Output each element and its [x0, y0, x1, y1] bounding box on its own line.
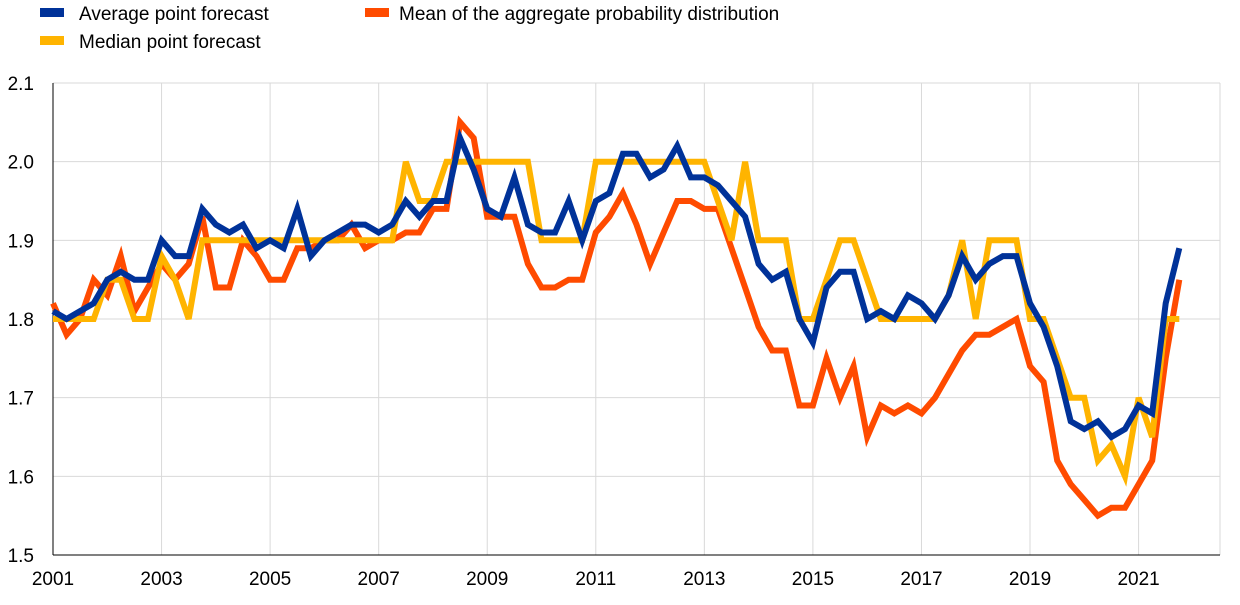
- y-tick-label: 1.7: [8, 389, 34, 410]
- legend-swatch-mean-aggregate-distribution: [365, 8, 389, 17]
- series-line-median-point-forecast: [53, 158, 1180, 487]
- x-tick-label: 2007: [358, 569, 400, 590]
- x-tick-label: 2017: [900, 569, 942, 590]
- legend-swatch-average-point-forecast: [40, 8, 64, 17]
- legend-item-mean-aggregate-distribution: Mean of the aggregate probability distri…: [365, 4, 779, 25]
- x-axis-tick-labels: 2001 2003 2005 2007 2009 2011 2013 2015 2017 2019…: [32, 569, 1160, 590]
- x-tick-label: 2013: [683, 569, 725, 590]
- legend-item-median-point-forecast: Median point forecast: [40, 32, 261, 53]
- series-line-mean-aggregate-distribution: [50, 115, 1183, 520]
- x-tick-label: 2005: [249, 569, 291, 590]
- y-tick-label: 1.8: [8, 310, 34, 331]
- x-tick-label: 2001: [32, 569, 74, 590]
- legend-label-average-point-forecast: Average point forecast: [79, 4, 269, 25]
- legend-swatch-median-point-forecast: [40, 36, 64, 45]
- y-tick-label: 2.0: [8, 153, 34, 174]
- chart-legend: Average point forecast Median point fore…: [40, 4, 779, 53]
- y-tick-label: 2.1: [8, 74, 34, 95]
- x-tick-label: 2009: [466, 569, 508, 590]
- x-tick-label: 2003: [140, 569, 182, 590]
- series-line-average-point-forecast: [51, 128, 1183, 441]
- legend-label-mean-aggregate-distribution: Mean of the aggregate probability distri…: [399, 4, 779, 25]
- x-tick-label: 2021: [1117, 569, 1159, 590]
- x-tick-label: 2011: [575, 569, 616, 590]
- legend-item-average-point-forecast: Average point forecast: [40, 4, 269, 25]
- y-tick-label: 1.9: [8, 231, 34, 252]
- legend-label-median-point-forecast: Median point forecast: [79, 32, 261, 53]
- y-tick-label: 1.6: [8, 467, 34, 488]
- y-tick-label: 1.5: [8, 546, 34, 567]
- y-axis-tick-labels: 1.5 1.6 1.7 1.8 1.9 2.0 2.1: [8, 74, 34, 567]
- data-series: [50, 115, 1183, 520]
- x-tick-label: 2015: [792, 569, 834, 590]
- x-tick-label: 2019: [1009, 569, 1051, 590]
